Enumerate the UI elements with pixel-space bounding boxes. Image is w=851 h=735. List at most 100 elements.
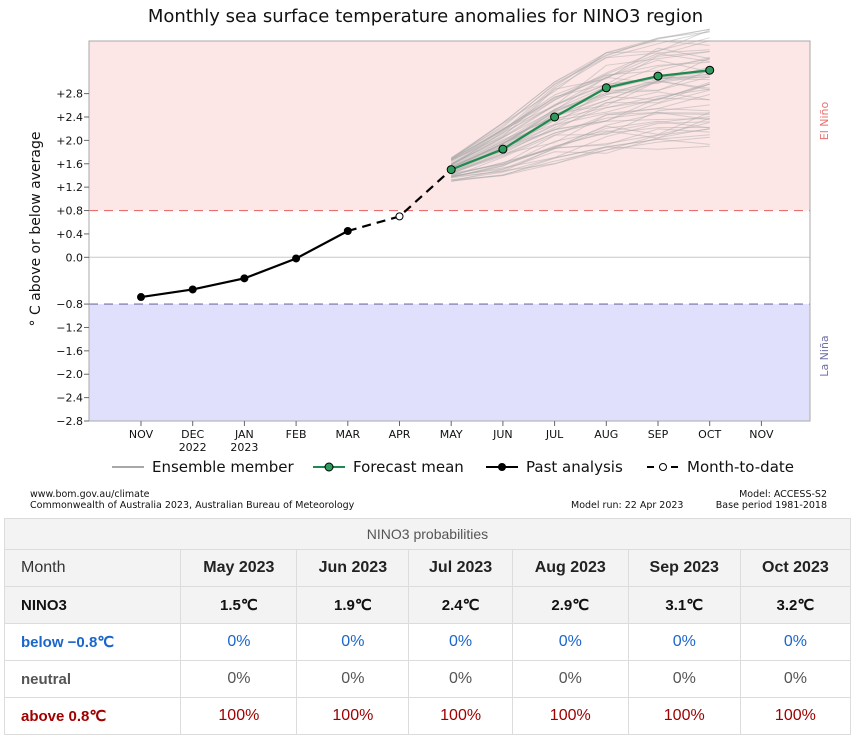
el-nino-label: El Niño — [818, 101, 831, 140]
table-title: NINO3 probabilities — [4, 518, 851, 549]
ensemble-member-line — [450, 80, 710, 171]
legend-past-label: Past analysis — [526, 458, 623, 476]
ensemble-member-line — [451, 128, 710, 178]
header-month: Month — [3, 549, 182, 587]
y-tick-label: −1.6 — [56, 345, 83, 358]
ensemble-member-line — [450, 31, 710, 159]
ensemble-member-line — [451, 112, 710, 175]
legend-forecast: Forecast mean — [313, 458, 464, 476]
ensemble-member-line — [450, 40, 710, 160]
header-month-col: Jul 2023 — [408, 549, 513, 587]
ensemble-member-line — [451, 128, 710, 179]
x-tick-label: JUN — [492, 428, 513, 441]
x-tick-sublabel: 2023 — [230, 441, 258, 454]
y-tick-label: +0.4 — [56, 228, 83, 241]
nino-value: 2.4℃ — [408, 586, 513, 624]
header-month-col: Jun 2023 — [296, 549, 410, 587]
table-row-neutral: neutral 0% 0% 0% 0% 0% 0% — [3, 660, 851, 698]
ensemble-member-line — [450, 70, 710, 169]
x-tick-label: MAR — [335, 428, 360, 441]
forecast-line-icon — [313, 462, 345, 472]
ensemble-member-line — [450, 76, 710, 166]
ensemble-member-line — [450, 40, 710, 161]
ensemble-member-line — [450, 51, 710, 166]
y-tick-label: +1.6 — [56, 158, 83, 171]
chart-legend: Ensemble member Forecast mean Past analy… — [0, 458, 851, 480]
ensemble-member-line — [451, 116, 710, 178]
ensemble-member-line — [450, 52, 710, 165]
below-value: 0% — [408, 623, 513, 661]
plot-frame — [88, 40, 811, 422]
x-tick-label: DEC — [181, 428, 204, 441]
ensemble-member-line — [451, 121, 710, 177]
past-analysis-point — [292, 254, 301, 263]
ensemble-member-line — [450, 57, 710, 165]
ensemble-member-line — [451, 97, 710, 175]
legend-mtd-label: Month-to-date — [687, 458, 794, 476]
ensemble-member-line — [451, 83, 710, 173]
ensemble-member-line — [451, 108, 710, 175]
row-label-nino3: NINO3 — [3, 586, 182, 624]
above-value: 100% — [739, 697, 851, 735]
forecast-mean-point — [705, 65, 715, 75]
forecast-mean-line — [450, 69, 710, 171]
x-tick-label: JUL — [545, 428, 564, 441]
x-tick-sublabel: 2022 — [179, 441, 207, 454]
ensemble-line-icon — [112, 466, 144, 468]
ensemble-member-line — [450, 77, 710, 165]
nino-value: 1.9℃ — [296, 586, 410, 624]
ensemble-member-line — [450, 66, 710, 166]
mtd-line-icon — [647, 463, 679, 471]
past-analysis-point — [188, 285, 197, 294]
header-month-col: May 2023 — [180, 549, 298, 587]
table-row-below: below −0.8℃ 0% 0% 0% 0% 0% 0% — [3, 623, 851, 661]
above-value: 100% — [511, 697, 629, 735]
y-tick-label: +2.8 — [56, 88, 83, 101]
x-tick-label: AUG — [594, 428, 618, 441]
chart-plot: +2.8 +2.4 +2.0 +1.6 +1.2 +0.8 +0.4 0.0 −0.8 −1.2 −… — [28, 28, 831, 454]
ensemble-member-line — [450, 37, 710, 161]
chart-title: Monthly sea surface temperature anomalie… — [147, 6, 704, 27]
nino-value: 3.2℃ — [739, 586, 851, 624]
footer-url: www.bom.gov.au/climate — [30, 489, 150, 500]
ensemble-member-line — [451, 88, 710, 173]
la-nina-label: La Niña — [818, 335, 831, 376]
ensemble-member-line — [450, 47, 710, 161]
y-tick-label: +0.8 — [56, 205, 83, 218]
y-tick-label: −1.2 — [56, 321, 83, 334]
past-analysis-point — [137, 293, 145, 302]
la-nina-zone — [89, 304, 810, 421]
neutral-value: 0% — [739, 660, 851, 698]
below-value: 0% — [296, 623, 410, 661]
header-month-col: Sep 2023 — [627, 549, 741, 587]
legend-ensemble-label: Ensemble member — [152, 458, 294, 476]
above-value: 100% — [408, 697, 513, 735]
nino-value: 3.1℃ — [627, 586, 741, 624]
legend-mtd: Month-to-date — [647, 458, 794, 476]
forecast-mean-point — [601, 83, 611, 93]
ensemble-member-line — [450, 49, 710, 162]
x-tick-label: JAN — [234, 428, 254, 441]
nino-value: 1.5℃ — [180, 586, 298, 624]
model-run-text: Model run: 22 Apr 2023 — [571, 500, 684, 511]
ensemble-member-line — [450, 28, 710, 159]
ensemble-member-line — [451, 138, 710, 181]
ensemble-member-line — [451, 122, 710, 176]
y-tick-label: −0.8 — [56, 298, 83, 311]
forecast-mean-point — [653, 71, 663, 81]
legend-ensemble: Ensemble member — [112, 458, 294, 476]
neutral-value: 0% — [180, 660, 298, 698]
below-value: 0% — [180, 623, 298, 661]
nino-value: 2.9℃ — [511, 586, 629, 624]
past-line-icon — [486, 463, 518, 471]
table-row-nino3: NINO3 1.5℃ 1.9℃ 2.4℃ 2.9℃ 3.1℃ 3.2℃ — [3, 586, 851, 624]
forecast-mean-point — [446, 165, 456, 175]
ensemble-member-line — [450, 31, 710, 160]
row-label-neutral: neutral — [3, 660, 182, 698]
ensemble-member-line — [450, 28, 710, 160]
y-tick-label: 0.0 — [66, 251, 84, 264]
below-value: 0% — [511, 623, 629, 661]
y-tick-label: −2.0 — [56, 368, 83, 381]
neutral-value: 0% — [408, 660, 513, 698]
ensemble-member-line — [451, 126, 710, 178]
